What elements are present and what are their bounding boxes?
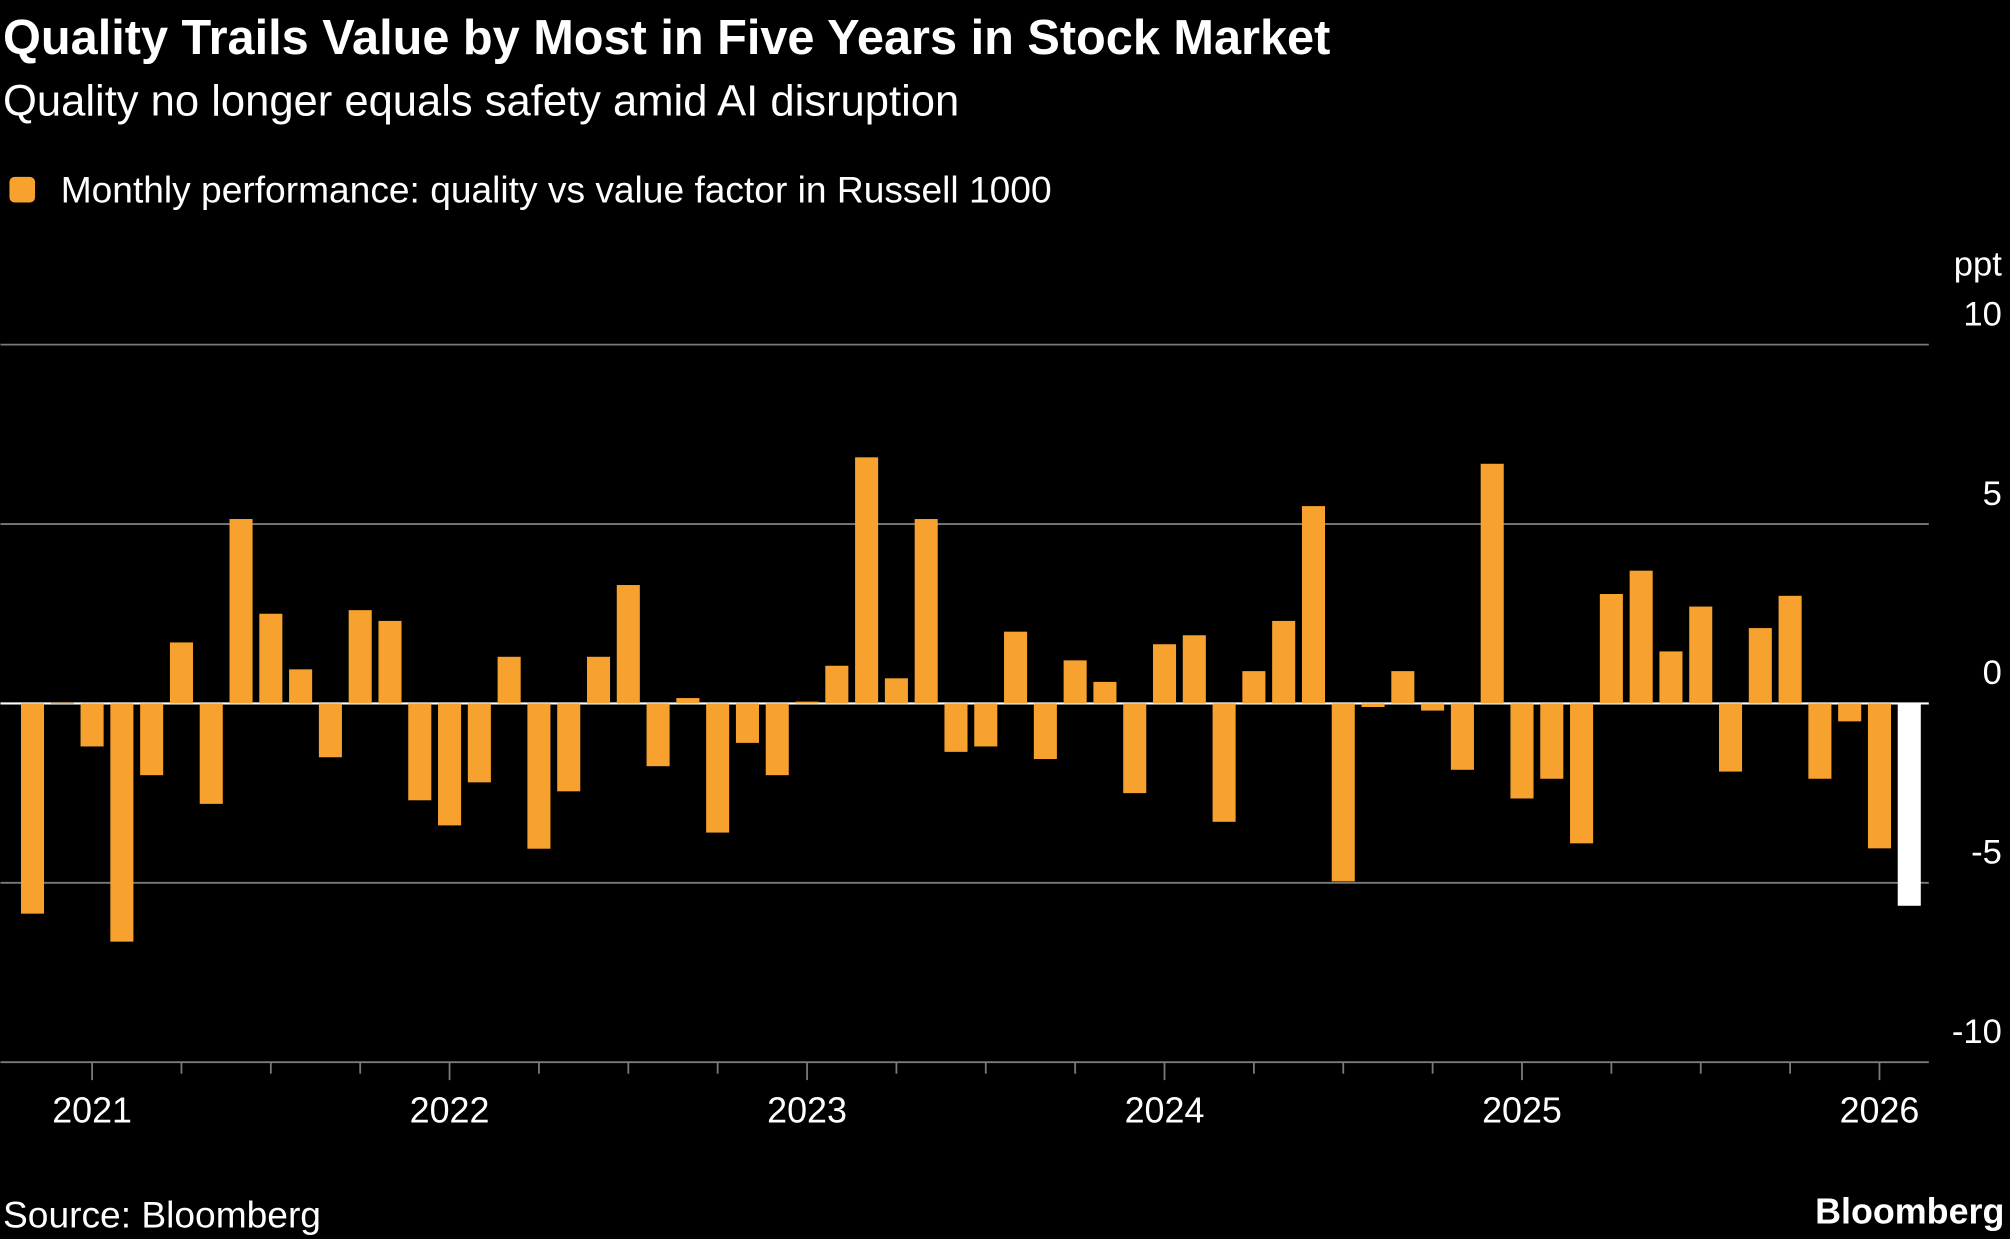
bar [795,701,819,704]
bar [1182,635,1206,704]
bar [1599,594,1623,704]
y-tick-label: -5 [1971,834,2002,872]
bar [1808,703,1832,779]
bar [706,703,730,833]
x-tick-label: 2021 [52,1090,132,1130]
bar [1123,703,1147,794]
bar [438,703,462,826]
bar [1212,703,1236,822]
bar [735,703,759,743]
bar [1510,703,1534,799]
bar [1897,703,1921,906]
y-tick-label: 0 [1983,654,2002,692]
bar [1450,703,1474,770]
y-tick-label: 5 [1983,475,2002,513]
bar [914,519,938,704]
bar [1033,703,1057,760]
source: Source: Bloomberg [3,1193,321,1235]
bar [765,703,789,776]
legend-label: Monthly performance: quality vs value fa… [61,168,1052,210]
bar [944,703,968,752]
bar [229,519,253,704]
bar [378,620,402,704]
bar [408,703,432,801]
brand: Bloomberg [1815,1192,2004,1232]
y-axis-label: ppt [1954,245,2002,283]
bar [1718,703,1743,772]
bar [318,703,342,758]
bar [616,585,640,704]
bar [1659,651,1683,704]
bar [1540,703,1564,779]
bar [1004,631,1028,704]
bar [1629,570,1653,704]
bar [676,698,700,704]
bar [1361,703,1385,708]
bar [1838,703,1862,722]
bar [1421,703,1445,711]
bar [1242,671,1266,704]
bar [646,703,670,767]
bar [1301,506,1326,704]
bar [527,703,551,849]
y-tick-label: 10 [1963,295,2001,333]
bar [289,669,313,704]
bar [1480,463,1504,704]
x-tick-label: 2023 [767,1090,847,1130]
chart-title: Quality Trails Value by Most in Five Yea… [3,11,1330,65]
bar [1570,703,1594,844]
x-tick-label: 2025 [1482,1090,1562,1130]
x-tick-label: 2026 [1840,1090,1920,1130]
bar [348,610,372,704]
bar [586,656,611,704]
bar [1391,671,1415,704]
bar [199,703,223,804]
bar [1152,644,1177,704]
chart-subtitle: Quality no longer equals safety amid AI … [3,77,959,125]
bar [1748,628,1772,704]
bar [259,613,283,704]
bar [169,642,193,704]
bar [557,703,581,792]
bar [1331,703,1355,882]
bar [1689,606,1713,704]
bar [20,703,45,914]
bar [1867,703,1892,849]
bar [974,703,998,747]
bar [110,703,134,942]
bar [1272,620,1296,704]
bar [467,703,491,783]
x-tick-label: 2024 [1125,1090,1205,1130]
bar [884,678,908,704]
bar [1778,595,1802,704]
y-tick-label: -10 [1952,1013,2002,1051]
bar [1063,660,1087,704]
bar [855,457,879,704]
bar [825,665,849,704]
bar [1093,681,1117,704]
bar [80,703,104,747]
bar [140,703,164,776]
x-tick-label: 2022 [410,1090,490,1130]
bar [497,656,521,704]
bar [50,702,74,704]
legend-swatch [9,176,36,203]
